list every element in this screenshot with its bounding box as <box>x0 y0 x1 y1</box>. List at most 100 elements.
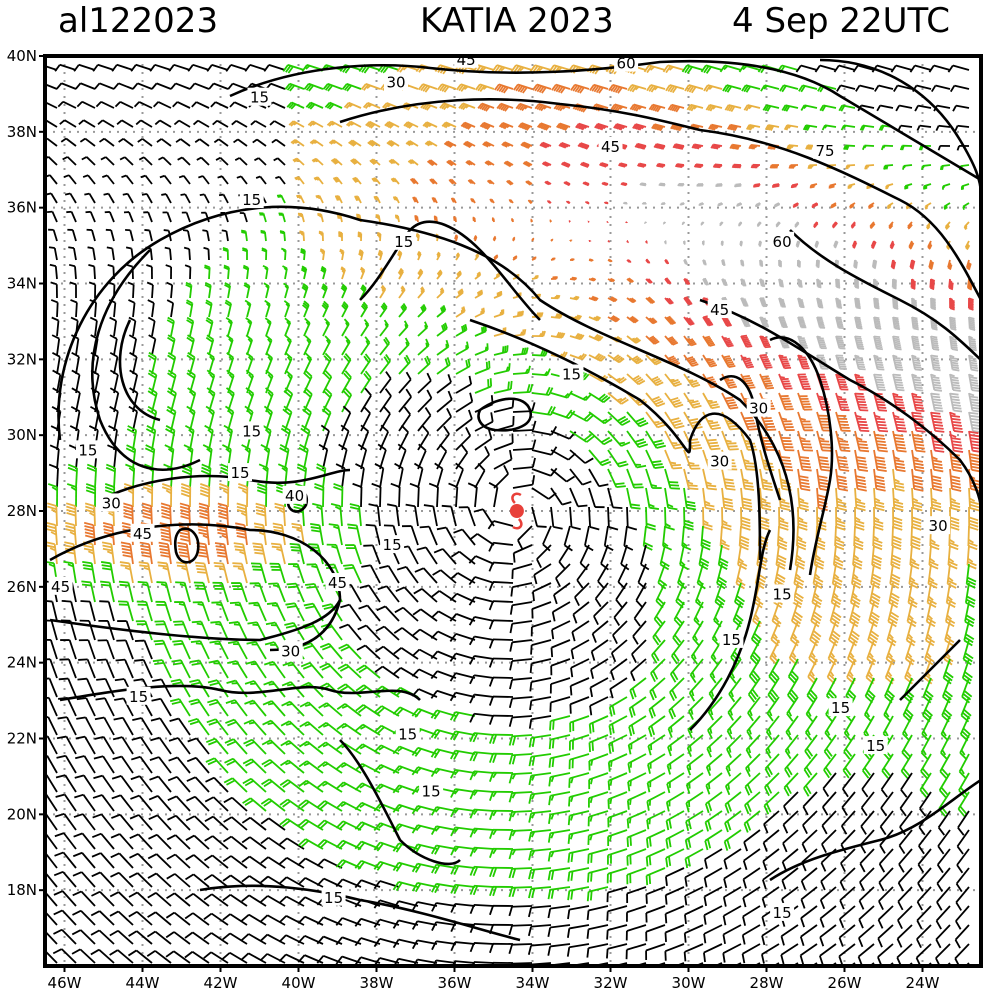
wind-barb <box>299 701 324 717</box>
wind-barb <box>47 210 58 223</box>
wind-barb <box>606 943 628 959</box>
wind-barb <box>862 753 875 779</box>
wind-barb <box>473 234 478 242</box>
wind-barb <box>242 777 267 793</box>
wind-barb <box>610 658 628 681</box>
wind-barb <box>469 865 495 877</box>
wind-barb <box>247 621 267 641</box>
wind-barb <box>664 905 685 924</box>
wind-barb <box>355 704 381 717</box>
wind-barb <box>835 297 843 309</box>
wind-barb <box>181 211 191 223</box>
wind-barb <box>379 388 392 413</box>
wind-barb <box>910 525 921 551</box>
wind-barb <box>832 544 844 570</box>
wind-barb <box>916 924 932 949</box>
wind-barb <box>566 924 590 938</box>
wind-barb <box>171 659 191 679</box>
wind-barb <box>880 772 894 798</box>
wind-barb <box>45 119 58 128</box>
wind-barb <box>488 714 514 725</box>
wind-barb <box>316 916 343 926</box>
wind-barb <box>727 123 742 132</box>
wind-barb <box>222 893 248 907</box>
wind-barb <box>185 815 210 831</box>
wind-barb <box>653 601 666 627</box>
wind-barb <box>762 104 780 112</box>
wind-barb <box>698 544 710 571</box>
wind-barb <box>874 84 894 92</box>
wind-barb <box>345 120 362 128</box>
wind-barb <box>185 299 194 318</box>
wind-barb <box>276 194 286 204</box>
lat-label: 34N <box>7 275 37 293</box>
wind-barb <box>711 620 723 647</box>
wind-barb <box>72 909 96 926</box>
wind-barb <box>203 951 229 964</box>
wind-barb <box>326 120 343 128</box>
wind-barb <box>926 582 937 608</box>
wind-barb <box>878 867 894 892</box>
wind-barb <box>255 502 267 527</box>
wind-barb <box>531 237 535 242</box>
wind-barb <box>468 635 495 646</box>
wind-barb <box>119 156 134 166</box>
lat-label: 32N <box>7 350 37 368</box>
wind-barb <box>128 316 137 337</box>
wind-barb <box>572 601 590 624</box>
wind-barb <box>436 526 457 546</box>
wind-barb <box>702 315 714 327</box>
wind-barb <box>493 464 509 489</box>
wind-barb <box>386 139 400 147</box>
wind-barb <box>822 791 837 816</box>
wind-barb <box>191 101 210 109</box>
wind-barb <box>165 950 191 964</box>
wind-barb <box>489 198 495 204</box>
wind-barb <box>158 156 172 166</box>
wind-barb <box>430 844 457 855</box>
wind-barb <box>724 791 742 814</box>
wind-barb <box>422 121 438 129</box>
wind-barb <box>45 774 58 793</box>
wind-barb <box>698 202 704 206</box>
wind-barb <box>301 642 324 660</box>
wind-barb <box>413 462 424 489</box>
wind-barb <box>354 801 381 812</box>
wind-barb <box>883 164 894 170</box>
wind-barb <box>417 286 426 299</box>
wind-barb <box>736 202 742 207</box>
wind-barb <box>274 502 286 527</box>
wind-barb <box>513 83 533 94</box>
wind-barb <box>375 214 381 223</box>
wind-barb <box>288 120 305 128</box>
wind-barb <box>911 335 921 351</box>
wind-barb <box>335 800 362 812</box>
isotach-label: 30 <box>102 494 121 512</box>
wind-barb <box>228 621 248 641</box>
wind-barb <box>474 325 487 337</box>
wind-barb <box>684 867 704 887</box>
wind-barb <box>45 716 58 736</box>
wind-barb <box>949 430 964 453</box>
wind-barb <box>165 931 191 945</box>
wind-barb <box>787 658 799 685</box>
wind-barb <box>307 120 324 128</box>
wind-barb <box>185 281 193 299</box>
wind-barb <box>91 890 115 907</box>
wind-barb <box>409 482 420 508</box>
wind-barb <box>316 877 343 888</box>
wind-barb <box>819 905 837 928</box>
wind-barb <box>129 351 138 375</box>
wind-barb <box>450 807 476 818</box>
wind-barb <box>589 696 609 716</box>
wind-barb <box>902 164 913 170</box>
wind-barb <box>415 232 420 242</box>
wind-barb <box>322 318 331 337</box>
wind-barb <box>396 565 419 584</box>
wind-barb <box>967 297 974 311</box>
wind-barb <box>165 424 176 451</box>
wind-barb <box>55 774 77 793</box>
wind-barb <box>664 297 674 305</box>
wind-barb <box>479 121 495 130</box>
wind-barb <box>683 278 691 286</box>
